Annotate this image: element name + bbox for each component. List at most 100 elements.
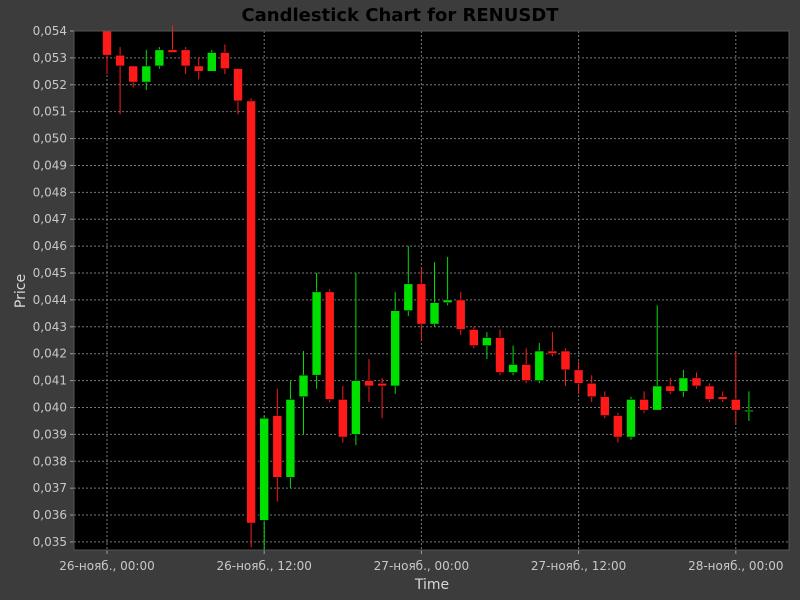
- candle-body: [730, 399, 741, 411]
- x-axis-label: Time: [414, 577, 449, 593]
- candle: [141, 49, 152, 91]
- y-tick-label: 0,051: [33, 105, 67, 119]
- candle: [324, 289, 335, 403]
- candle-body: [351, 380, 361, 435]
- y-tick-label: 0,039: [33, 427, 67, 441]
- y-tick-label: 0,053: [33, 51, 67, 65]
- candle: [403, 246, 414, 317]
- candle-body: [259, 417, 270, 521]
- candle-body: [207, 52, 217, 72]
- candle: [351, 273, 361, 446]
- y-tick-label: 0,048: [33, 185, 67, 199]
- candle-body: [403, 283, 414, 311]
- y-axis: 0,054 0,053 0,052 0,051 0,050 0,049 0,048 0,047…: [33, 24, 74, 549]
- candle: [390, 291, 401, 395]
- candle: [626, 396, 636, 440]
- y-tick-label: 0,042: [33, 347, 67, 361]
- candle: [285, 380, 296, 489]
- candle: [560, 348, 571, 386]
- candle-body: [377, 382, 387, 387]
- candle: [246, 98, 256, 548]
- candle-body: [416, 283, 427, 325]
- candle-body: [390, 310, 401, 387]
- candle: [220, 44, 230, 75]
- y-tick-label: 0,047: [33, 212, 67, 226]
- candle: [717, 391, 728, 403]
- candle-body: [508, 364, 518, 373]
- candle-body: [534, 350, 545, 381]
- x-tick-label: 26-нояб., 12:00: [216, 559, 311, 573]
- candle: [167, 25, 178, 53]
- candle-body: [704, 385, 715, 400]
- y-tick-label: 0,044: [33, 293, 67, 307]
- candle: [259, 415, 270, 550]
- y-tick-label: 0,041: [33, 374, 67, 388]
- candle-body: [220, 52, 230, 69]
- y-axis-label: Price: [13, 274, 29, 308]
- candle: [665, 377, 676, 395]
- y-tick-label: 0,052: [33, 78, 67, 92]
- candle-body: [560, 350, 571, 371]
- candle: [154, 47, 165, 69]
- candle-body: [573, 369, 584, 384]
- candle-body: [586, 382, 597, 398]
- candle-body: [324, 291, 335, 400]
- candle-body: [495, 337, 505, 373]
- candle: [652, 305, 663, 411]
- candle: [704, 383, 715, 403]
- candle: [377, 377, 387, 419]
- candle-body: [613, 415, 623, 438]
- candle: [534, 342, 545, 384]
- candle: [442, 256, 453, 306]
- y-tick-label: 0,037: [33, 481, 67, 495]
- x-tick-label: 28-нояб., 00:00: [688, 559, 783, 573]
- candle: [364, 359, 374, 403]
- candle-body: [482, 337, 492, 346]
- candle-body: [167, 49, 178, 53]
- candle-body: [115, 54, 125, 67]
- candle: [521, 348, 532, 384]
- y-tick-label: 0,045: [33, 266, 67, 280]
- candle: [613, 412, 623, 443]
- candle-body: [154, 49, 165, 67]
- plot-frame: [73, 30, 790, 551]
- candle-body: [599, 396, 610, 416]
- candle: [207, 49, 217, 72]
- candle: [691, 372, 702, 389]
- candle: [128, 65, 138, 88]
- x-axis: 26-нояб., 00:00 26-нояб., 12:00 27-нояб., …: [59, 550, 784, 573]
- y-tick-label: 0,035: [33, 535, 67, 549]
- plot-area: [74, 31, 789, 550]
- candle-body: [717, 396, 728, 400]
- candle-body: [547, 350, 558, 354]
- candle: [573, 361, 584, 395]
- candle-body: [337, 399, 348, 438]
- candle: [744, 391, 754, 421]
- candle-body: [102, 30, 112, 56]
- gridlines: [74, 30, 789, 550]
- candle-body: [285, 399, 296, 478]
- candle-body: [233, 68, 243, 102]
- candle: [508, 345, 518, 376]
- candle-body: [521, 364, 532, 381]
- y-tick-label: 0,036: [33, 508, 67, 522]
- candle: [337, 385, 348, 443]
- candle: [586, 375, 597, 403]
- candle-body: [455, 299, 466, 330]
- candle: [311, 273, 322, 389]
- x-tick-label: 27-нояб., 12:00: [531, 559, 626, 573]
- candles: [102, 25, 754, 550]
- candle-body: [298, 374, 309, 398]
- x-tick-label: 26-нояб., 00:00: [59, 559, 154, 573]
- candle: [416, 267, 427, 341]
- candle-body: [128, 65, 138, 83]
- candle: [482, 332, 492, 360]
- candle: [298, 351, 309, 435]
- candle-body: [180, 49, 191, 67]
- x-tick-label: 27-нояб., 00:00: [374, 559, 469, 573]
- candle-body: [626, 399, 636, 438]
- candle: [193, 57, 204, 80]
- candle: [730, 351, 741, 424]
- y-tick-label: 0,050: [33, 132, 67, 146]
